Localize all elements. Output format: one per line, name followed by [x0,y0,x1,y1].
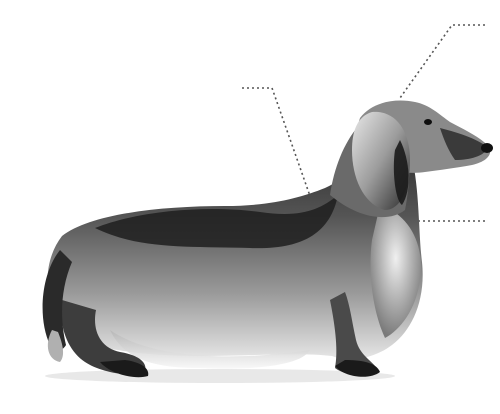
callout-head [399,24,485,99]
dog-head [330,100,493,218]
dog-body [42,140,423,378]
callout-back [242,87,311,197]
